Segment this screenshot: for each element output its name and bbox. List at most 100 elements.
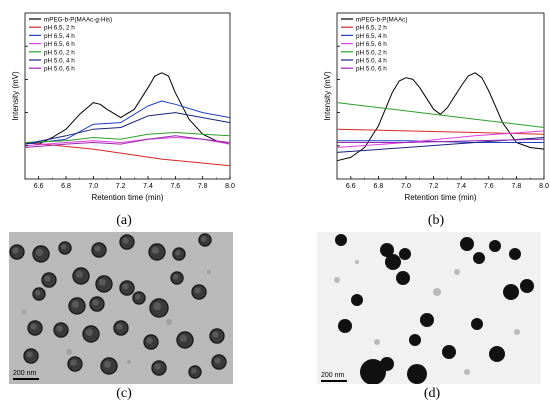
x-tick-label-b-0: 6.6	[346, 183, 356, 190]
legend-label-a-1: pH 6.5, 2 h	[44, 25, 75, 32]
caption-b: (b)	[427, 213, 445, 228]
plot-frame-a	[24, 12, 231, 180]
nanoparticle-highlight-c	[71, 300, 79, 308]
micrograph-speck-d	[514, 329, 520, 335]
nanoparticle-d-17	[360, 359, 386, 384]
nanoparticle-highlight-c	[173, 274, 179, 280]
series-line-b-4	[336, 102, 545, 128]
legend-label-a-2: pH 6.5, 4 h	[44, 33, 75, 40]
nanoparticle-highlight-c	[212, 331, 219, 338]
legend-label-a-0: mPEG-b-P(MAAc-g-His)	[44, 17, 112, 24]
micrograph-speck-d	[355, 260, 359, 264]
series-line-a-6	[24, 135, 231, 148]
micrograph-speck-d	[433, 288, 441, 296]
nanoparticle-d-13	[420, 313, 434, 327]
nanoparticle-d-0	[335, 234, 347, 246]
x-tick-label-b-5: 7.6	[484, 183, 494, 190]
series-line-a-5	[24, 112, 231, 145]
micrograph-c: 200 nm	[9, 232, 233, 384]
nanoparticle-d-8	[396, 271, 410, 285]
nanoparticle-highlight-c	[116, 323, 123, 330]
nanoparticle-d-20	[471, 318, 483, 330]
micrograph-speck-d	[334, 277, 340, 283]
nanoparticle-d-5	[473, 252, 485, 264]
micrograph-speck-c	[66, 349, 72, 355]
chart-panel-a: 6.6 6.8 7.0 7.2 7.4 7.6 7.8 8.0 Retention time (…	[0, 0, 240, 205]
micrograph-speck-c	[22, 310, 26, 314]
legend-label-b-2: pH 6.5, 4 h	[356, 33, 387, 40]
nanoparticle-highlight-c	[75, 270, 83, 278]
nanoparticle-highlight-c	[135, 294, 141, 300]
nanoparticle-d-11	[351, 294, 363, 306]
scale-bar-d	[321, 380, 347, 382]
nanoparticle-highlight-c	[26, 351, 33, 358]
scale-bar-label-c: 200 nm	[13, 370, 37, 377]
nanoparticle-highlight-c	[175, 250, 181, 256]
legend-label-b-0: mPEG-b-P(MAAc)	[356, 17, 407, 24]
y-axis-label-a: Intensity (mV)	[11, 71, 20, 121]
nanoparticle-d-16	[489, 346, 505, 362]
micrograph-speck-d	[454, 269, 460, 275]
micrograph-speck-c	[207, 270, 211, 274]
series-line-b-0	[336, 72, 545, 162]
x-tick-label-a-3: 7.2	[116, 183, 126, 190]
nanoparticle-highlight-c	[35, 248, 43, 256]
micrograph-background-d	[317, 232, 541, 384]
chart-a-svg: 6.6 6.8 7.0 7.2 7.4 7.6 7.8 8.0 Retention time (…	[11, 12, 235, 202]
nanoparticle-highlight-c	[35, 290, 41, 296]
nanoparticle-highlight-c	[85, 328, 93, 336]
series-line-b-6	[337, 138, 545, 143]
x-tick-label-b-1: 6.8	[374, 183, 384, 190]
nanoparticle-d-2	[385, 254, 401, 270]
series-line-a-4	[24, 132, 231, 143]
nanoparticle-highlight-c	[214, 357, 221, 364]
x-axis-label-b: Retention time (min)	[404, 193, 476, 202]
nanoparticle-highlight-c	[122, 283, 129, 290]
nanoparticle-d-3	[399, 248, 411, 260]
nanoparticle-highlight-c	[191, 368, 197, 374]
nanoparticle-d-4	[460, 237, 474, 251]
nanoparticle-highlight-c	[61, 244, 67, 250]
nanoparticle-highlight-c	[146, 337, 153, 344]
nanoparticle-highlight-c	[30, 323, 37, 330]
nanoparticle-d-1	[380, 243, 394, 257]
legend-label-b-4: pH 5.0, 2 h	[356, 49, 387, 56]
nanoparticle-d-12	[338, 319, 352, 333]
nanoparticle-highlight-c	[12, 247, 19, 254]
micrograph-speck-d	[374, 339, 380, 345]
micrograph-speck-d	[464, 369, 470, 375]
scale-bar-c	[13, 378, 39, 380]
chart-b-svg: 6.6 6.8 7.0 7.2 7.4 7.6 7.8 8.0 Retention time (…	[323, 12, 549, 202]
micrograph-d: 200 nm	[317, 232, 541, 384]
nanoparticle-d-18	[380, 357, 394, 371]
nanoparticle-highlight-c	[44, 275, 51, 282]
legend-label-a-3: pH 6.5, 6 h	[44, 41, 75, 48]
nanoparticle-d-14	[409, 334, 421, 346]
nanoparticle-d-19	[407, 364, 427, 384]
x-axis-label-a: Retention time (min)	[91, 193, 163, 202]
x-tick-label-a-6: 7.8	[198, 183, 208, 190]
nanoparticle-d-6	[489, 240, 501, 252]
scale-bar-label-d: 200 nm	[321, 372, 345, 379]
nanoparticle-highlight-c	[151, 246, 159, 254]
nanoparticle-d-10	[520, 279, 534, 293]
caption-c: (c)	[116, 386, 132, 401]
nanoparticle-d-15	[442, 345, 456, 359]
nanoparticle-highlight-c	[92, 299, 99, 306]
micrograph-c-image	[9, 232, 233, 384]
caption-d: (d)	[423, 386, 441, 401]
legend-label-b-1: pH 6.5, 2 h	[356, 25, 387, 32]
x-tick-label-a-5: 7.6	[170, 183, 180, 190]
legend-label-a-5: pH 5.0, 4 h	[44, 58, 75, 65]
series-line-b-3	[336, 130, 545, 148]
nanoparticle-highlight-c	[194, 287, 201, 294]
x-tick-label-a-7: 8.0	[225, 183, 235, 190]
legend-label-b-6: pH 5.0, 6 h	[356, 66, 387, 73]
nanoparticle-highlight-c	[154, 363, 161, 370]
nanoparticle-d-9	[503, 284, 519, 300]
nanoparticle-highlight-c	[122, 237, 129, 244]
series-line-a-1	[24, 142, 231, 167]
x-tick-label-b-4: 7.4	[456, 183, 466, 190]
nanoparticle-highlight-c	[153, 302, 162, 311]
x-tick-label-a-0: 6.6	[34, 183, 44, 190]
